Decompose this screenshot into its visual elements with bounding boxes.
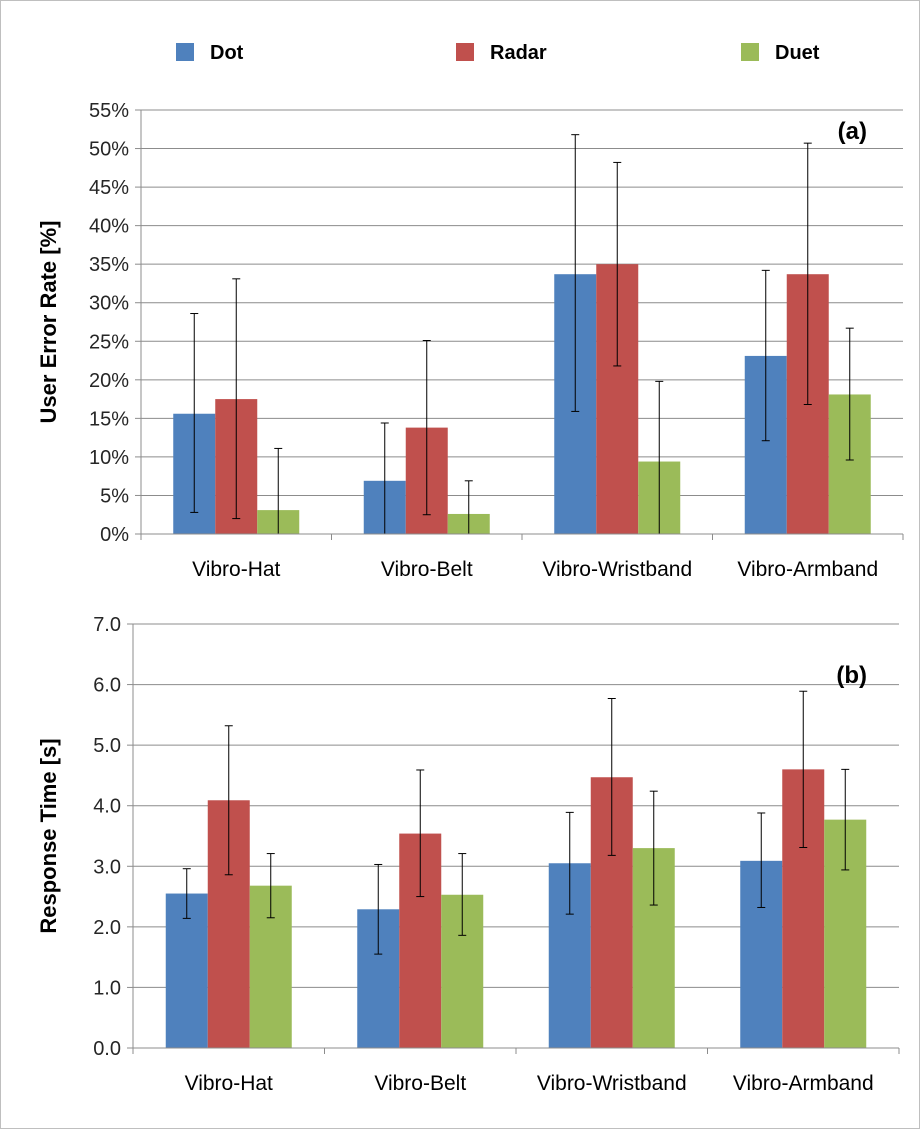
panel-b-error-bars [182, 690, 850, 955]
panel-a-label: (a) [838, 118, 867, 145]
bar-dot-vibro-hat [165, 893, 208, 1048]
y-tick-label: 20% [89, 370, 129, 392]
x-category-label: Vibro-Wristband [537, 1072, 687, 1095]
legend: Dot Radar Duet [176, 42, 820, 64]
legend-label-dot: Dot [210, 42, 244, 64]
x-category-label: Vibro-Wristband [542, 558, 692, 581]
y-tick-label: 7.0 [93, 614, 121, 636]
panel-a-chart: 0% 5% 10% 15% 20% 25% 30% 35% 40% 45% 50% 55% Vibro… [36, 100, 904, 581]
x-category-label: Vibro-Armband [737, 558, 878, 581]
panel-a-error-bars [190, 134, 854, 534]
panel-a-category-labels: Vibro-Hat Vibro-Belt Vibro-Wristband Vibro-… [192, 558, 878, 581]
y-tick-label: 5% [100, 485, 129, 507]
y-tick-label: 25% [89, 331, 129, 353]
y-tick-label: 2.0 [93, 917, 121, 939]
y-tick-label: 15% [89, 408, 129, 430]
y-tick-label: 35% [89, 254, 129, 276]
y-tick-label: 3.0 [93, 856, 121, 878]
panel-a-gridlines [141, 109, 903, 496]
x-category-label: Vibro-Belt [374, 1072, 466, 1095]
panel-b-axes [127, 623, 900, 1054]
legend-label-duet: Duet [775, 42, 820, 64]
y-tick-label: 4.0 [93, 796, 121, 818]
x-category-label: Vibro-Hat [192, 558, 280, 581]
y-tick-label: 10% [89, 447, 129, 469]
y-tick-label: 6.0 [93, 675, 121, 697]
y-tick-label: 45% [89, 177, 129, 199]
panel-b-chart: 0.01.02.03.04.05.06.07.0 Vibro-Hat Vibro-… [36, 614, 900, 1095]
legend-swatch-duet [741, 43, 759, 61]
panel-a-tick-labels: 0% 5% 10% 15% 20% 25% 30% 35% 40% 45% 50% 55% [89, 100, 129, 546]
legend-label-radar: Radar [490, 42, 547, 64]
panel-a-y-axis-label: User Error Rate [%] [36, 221, 61, 424]
panel-b-category-labels: Vibro-Hat Vibro-Belt Vibro-Wristband Vibro-… [185, 1072, 874, 1095]
legend-swatch-dot [176, 43, 194, 61]
panel-a-axes [135, 109, 904, 540]
x-category-label: Vibro-Armband [733, 1072, 874, 1095]
panel-b-y-axis-label: Response Time [s] [36, 738, 61, 933]
y-tick-label: 50% [89, 139, 129, 161]
y-tick-label: 30% [89, 293, 129, 315]
x-category-label: Vibro-Hat [185, 1072, 273, 1095]
y-tick-label: 40% [89, 216, 129, 238]
legend-swatch-radar [456, 43, 474, 61]
panel-b-tick-labels: 0.0 1.0 2.0 3.0 4.0 5.0 6.0 7.0 [93, 614, 121, 1060]
panel-b-label: (b) [836, 662, 867, 689]
y-tick-label: 1.0 [93, 977, 121, 999]
y-tick-label: 0.0 [93, 1038, 121, 1060]
panel-b-bars [165, 769, 867, 1048]
x-category-label: Vibro-Belt [381, 558, 473, 581]
y-tick-label: 55% [89, 100, 129, 122]
y-tick-label: 0% [100, 524, 129, 546]
y-tick-label: 5.0 [93, 735, 121, 757]
